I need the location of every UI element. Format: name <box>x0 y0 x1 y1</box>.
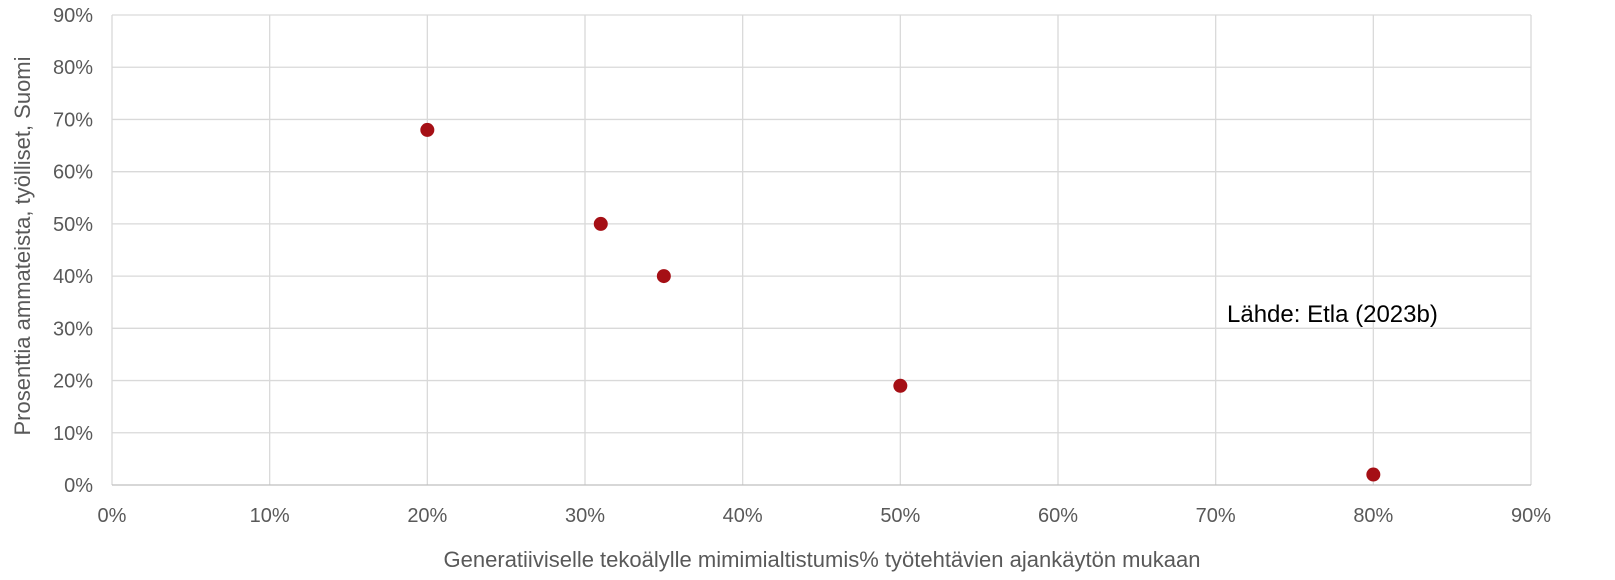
grid-lines <box>111 14 1532 486</box>
y-tick-label: 0% <box>64 475 93 497</box>
y-tick-label: 30% <box>53 318 93 340</box>
y-tick-label: 40% <box>53 266 93 288</box>
x-tick-label: 50% <box>880 505 920 527</box>
y-tick-label: 90% <box>53 5 93 27</box>
y-tick-label: 80% <box>53 57 93 79</box>
y-axis-title: Prosenttia ammateista, työlliset, Suomi <box>10 56 35 435</box>
data-point <box>420 122 435 137</box>
y-tick-label: 60% <box>53 162 93 184</box>
x-tick-label: 90% <box>1511 505 1551 527</box>
y-tick-labels: 0% 10% 20% 30% 40% 50% 60% 70% 80% 90% <box>53 5 93 497</box>
data-point <box>593 216 608 231</box>
x-tick-labels: 0% 10% 20% 30% 40% 50% 60% 70% 80% 90% <box>98 505 1552 527</box>
x-tick-label: 0% <box>98 505 127 527</box>
x-tick-label: 30% <box>565 505 605 527</box>
y-tick-label: 50% <box>53 214 93 236</box>
data-point <box>1366 467 1381 482</box>
y-tick-label: 70% <box>53 109 93 131</box>
x-tick-label: 70% <box>1196 505 1236 527</box>
x-tick-label: 10% <box>250 505 290 527</box>
x-tick-label: 60% <box>1038 505 1078 527</box>
data-point <box>893 378 908 393</box>
x-axis-title: Generatiiviselle tekoälylle mimimialtist… <box>444 547 1201 572</box>
x-tick-label: 80% <box>1353 505 1393 527</box>
data-points <box>420 122 1381 482</box>
y-tick-label: 20% <box>53 371 93 393</box>
source-annotation: Lähde: Etla (2023b) <box>1227 301 1438 328</box>
x-tick-label: 40% <box>723 505 763 527</box>
data-point <box>656 269 671 284</box>
x-tick-label: 20% <box>407 505 447 527</box>
y-tick-label: 10% <box>53 423 93 445</box>
